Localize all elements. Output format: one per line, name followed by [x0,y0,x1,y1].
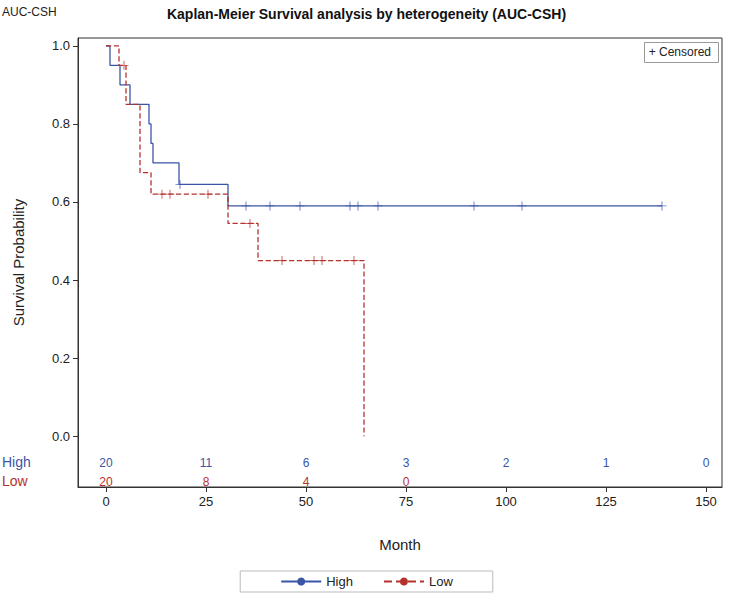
svg-text:3: 3 [403,456,410,470]
svg-text:0.0: 0.0 [52,429,70,444]
svg-text:AUC-CSH: AUC-CSH [2,5,57,19]
svg-text:6: 6 [303,456,310,470]
svg-text:High: High [326,574,353,589]
svg-text:Month: Month [379,536,421,553]
svg-text:11: 11 [200,456,213,470]
svg-text:1.0: 1.0 [52,38,70,53]
svg-text:0: 0 [403,475,410,489]
svg-text:Survival Probability: Survival Probability [10,198,27,326]
svg-text:50: 50 [299,494,313,509]
svg-text:0: 0 [102,494,109,509]
svg-text:Low: Low [429,574,453,589]
svg-text:+ Censored: + Censored [649,45,711,59]
svg-text:2: 2 [503,456,510,470]
svg-text:High: High [2,454,31,470]
svg-text:150: 150 [695,494,717,509]
svg-text:8: 8 [203,475,210,489]
svg-text:20: 20 [99,475,113,489]
svg-text:100: 100 [495,494,517,509]
svg-text:0.6: 0.6 [52,194,70,209]
svg-text:0.2: 0.2 [52,351,70,366]
svg-text:20: 20 [99,456,113,470]
svg-text:0.8: 0.8 [52,116,70,131]
svg-text:25: 25 [199,494,213,509]
svg-text:75: 75 [399,494,413,509]
svg-text:Kaplan-Meier Survival analysis: Kaplan-Meier Survival analysis by hetero… [167,6,566,22]
svg-text:0: 0 [703,456,710,470]
svg-text:4: 4 [303,475,310,489]
svg-text:Low: Low [2,473,29,489]
svg-text:1: 1 [603,456,610,470]
svg-text:125: 125 [595,494,617,509]
svg-text:0.4: 0.4 [52,273,70,288]
